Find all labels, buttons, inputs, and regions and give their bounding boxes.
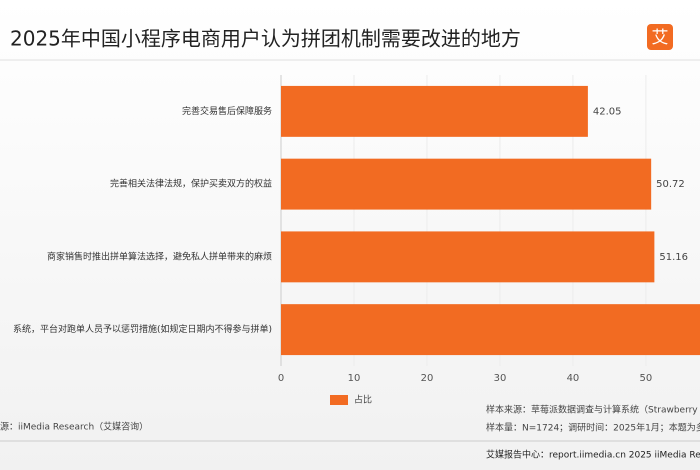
- x-tick-label: 40: [567, 373, 580, 384]
- bar: [281, 231, 655, 283]
- chart-title: 2025年中国小程序电商用户认为拼团机制需要改进的地方: [10, 27, 521, 51]
- x-tick-label: 0: [278, 373, 284, 384]
- x-tick-label: 50: [640, 373, 653, 384]
- x-tick-label: 30: [494, 373, 507, 384]
- category-label: 商家销售时推出拼单算法选择，避免私人拼单带来的麻烦: [47, 250, 272, 262]
- note: 样本来源：草莓派数据调查与计算系统（Strawberry: [486, 404, 698, 416]
- value-label: 42.05: [593, 106, 622, 117]
- x-tick-label: 20: [421, 373, 434, 384]
- legend-label: 占比: [354, 394, 372, 406]
- logo-box: [647, 24, 673, 50]
- note: 样本量：N=1724；调研时间：2025年1月；本题为多选: [486, 422, 700, 434]
- category-label: 完善相关法律法规，保护买卖双方的权益: [110, 178, 272, 190]
- source: 源：iiMedia Research（艾媒咨询）: [0, 421, 148, 433]
- bar: [281, 85, 588, 137]
- category-label: 系统，平台对跑单人员予以惩罚措施(如规定日期内不得参与拼单): [13, 323, 272, 335]
- footer: 艾媒报告中心：report.iimedia.cn 2025 iiMedia Re…: [486, 449, 700, 461]
- value-label: 50.72: [656, 179, 685, 190]
- value-label: 51.16: [659, 252, 688, 263]
- bar: [281, 158, 652, 210]
- bar: [281, 304, 700, 356]
- logo: 艾: [652, 28, 669, 48]
- category-label: 完善交易售后保障服务: [182, 105, 272, 117]
- x-tick-label: 10: [348, 373, 361, 384]
- legend-swatch: [330, 395, 348, 405]
